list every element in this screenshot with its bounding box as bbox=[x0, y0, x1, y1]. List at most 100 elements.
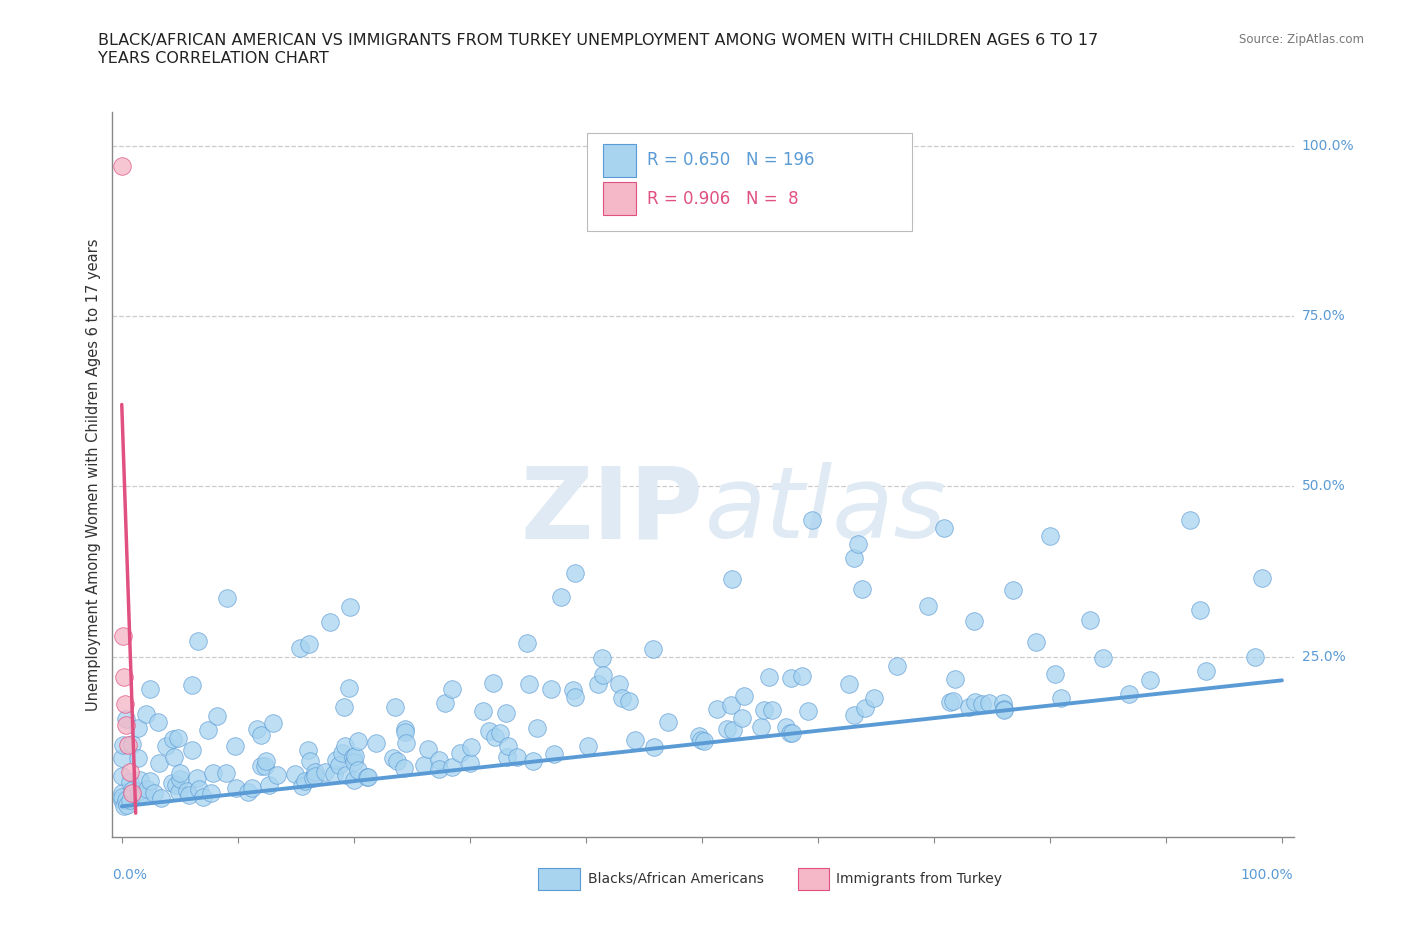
Point bbox=[249, 727, 271, 742]
Point bbox=[1001, 582, 1024, 597]
Point bbox=[111, 769, 134, 784]
Point bbox=[591, 650, 613, 665]
Point bbox=[165, 777, 187, 792]
Point bbox=[721, 723, 744, 737]
Point bbox=[111, 790, 134, 804]
Point bbox=[337, 681, 360, 696]
Point bbox=[758, 670, 780, 684]
Point bbox=[115, 717, 138, 732]
Point bbox=[550, 590, 572, 604]
Point bbox=[129, 773, 152, 788]
Point bbox=[298, 753, 321, 768]
Point bbox=[993, 702, 1015, 717]
Point bbox=[617, 693, 640, 708]
Point bbox=[114, 697, 136, 711]
Point bbox=[721, 571, 744, 586]
Text: 25.0%: 25.0% bbox=[1302, 649, 1346, 663]
Point bbox=[160, 776, 183, 790]
Point bbox=[128, 789, 150, 804]
Point bbox=[934, 521, 956, 536]
Point bbox=[325, 753, 347, 768]
Point bbox=[1025, 634, 1047, 649]
Point bbox=[779, 725, 801, 740]
Point bbox=[440, 759, 463, 774]
Point bbox=[139, 682, 162, 697]
Point bbox=[201, 765, 224, 780]
Point bbox=[356, 769, 378, 784]
Point bbox=[506, 750, 529, 764]
Text: atlas: atlas bbox=[706, 462, 948, 559]
Point bbox=[385, 753, 408, 768]
Point bbox=[484, 729, 506, 744]
Point bbox=[304, 768, 326, 783]
Point bbox=[775, 720, 797, 735]
Point bbox=[970, 697, 993, 711]
Point bbox=[127, 721, 149, 736]
Point bbox=[427, 762, 450, 777]
Point bbox=[215, 765, 238, 780]
Point bbox=[284, 767, 307, 782]
Point bbox=[886, 658, 908, 673]
Point bbox=[121, 785, 143, 800]
Point bbox=[731, 711, 754, 725]
Text: Source: ZipAtlas.com: Source: ZipAtlas.com bbox=[1239, 33, 1364, 46]
Point bbox=[146, 714, 169, 729]
Point bbox=[496, 738, 519, 753]
Point bbox=[132, 788, 155, 803]
Point bbox=[347, 733, 370, 748]
Point bbox=[111, 792, 134, 807]
Point bbox=[215, 591, 238, 605]
Point bbox=[1250, 570, 1272, 585]
Point bbox=[167, 784, 190, 799]
Point bbox=[155, 738, 177, 753]
Point bbox=[333, 699, 356, 714]
Point bbox=[478, 723, 501, 737]
Point bbox=[489, 725, 512, 740]
Point bbox=[176, 784, 198, 799]
Point bbox=[963, 614, 986, 629]
Point bbox=[115, 792, 138, 807]
Point bbox=[121, 783, 143, 798]
Point bbox=[205, 709, 228, 724]
Point bbox=[693, 734, 716, 749]
Point bbox=[167, 731, 190, 746]
Point bbox=[150, 790, 173, 805]
Point bbox=[250, 759, 273, 774]
Point bbox=[863, 690, 886, 705]
Point bbox=[339, 600, 361, 615]
Point bbox=[117, 798, 139, 813]
Point bbox=[838, 676, 860, 691]
Point bbox=[564, 689, 586, 704]
Point bbox=[395, 736, 418, 751]
Point bbox=[792, 669, 814, 684]
Point bbox=[186, 770, 208, 785]
Point bbox=[749, 719, 772, 734]
Point bbox=[139, 774, 162, 789]
Point bbox=[993, 696, 1015, 711]
Point bbox=[460, 739, 482, 754]
Point bbox=[111, 785, 134, 800]
Point bbox=[562, 683, 585, 698]
Point bbox=[460, 755, 482, 770]
Point bbox=[121, 737, 143, 751]
Text: BLACK/AFRICAN AMERICAN VS IMMIGRANTS FROM TURKEY UNEMPLOYMENT AMONG WOMEN WITH C: BLACK/AFRICAN AMERICAN VS IMMIGRANTS FRO… bbox=[98, 33, 1098, 47]
Point bbox=[592, 668, 614, 683]
Point bbox=[197, 723, 219, 737]
Point bbox=[917, 599, 939, 614]
Point bbox=[187, 633, 209, 648]
Point bbox=[253, 758, 276, 773]
Point bbox=[111, 737, 134, 752]
Point bbox=[522, 753, 544, 768]
Point bbox=[384, 699, 406, 714]
Point bbox=[297, 636, 319, 651]
Point bbox=[517, 676, 540, 691]
Point bbox=[246, 722, 269, 737]
Point bbox=[290, 778, 312, 793]
Point bbox=[366, 736, 388, 751]
Point bbox=[357, 770, 380, 785]
Point bbox=[624, 733, 647, 748]
Point bbox=[111, 159, 134, 174]
Point bbox=[754, 702, 776, 717]
Point bbox=[942, 694, 965, 709]
Point bbox=[1195, 664, 1218, 679]
